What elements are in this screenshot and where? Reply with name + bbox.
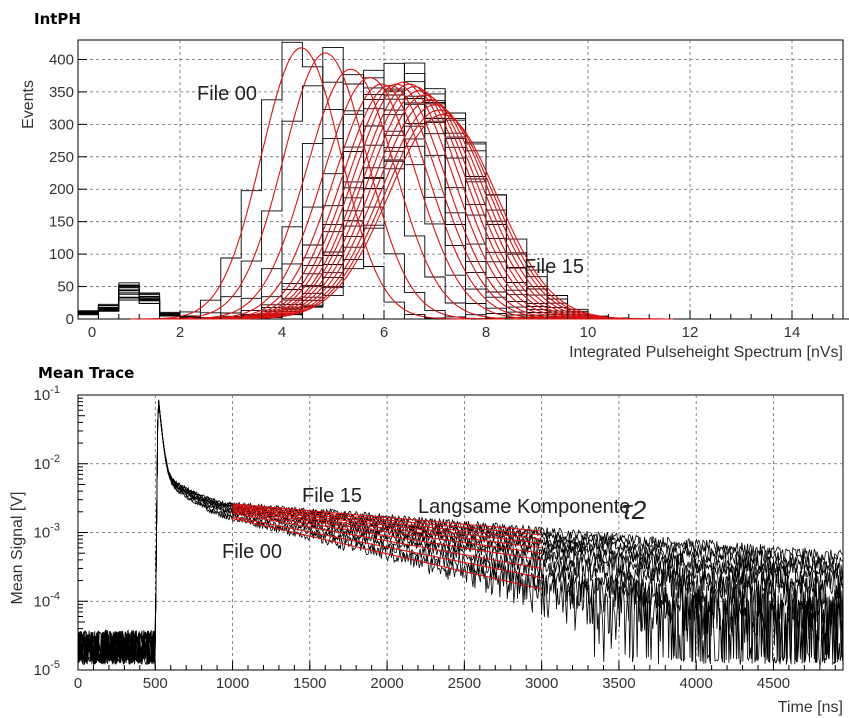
chart2-x-tick-label: 0	[74, 675, 82, 692]
chart2-fit-lines	[232, 503, 542, 590]
chart2-trace-3	[77, 401, 844, 665]
chart1-x-tick-label: 14	[784, 324, 801, 341]
chart2-fit-line-0	[232, 503, 542, 532]
chart2-y-tick-label: 10-1	[34, 384, 60, 404]
chart2-x-tick-label: 3500	[602, 675, 635, 692]
chart1-y-tick-label: 100	[49, 246, 74, 263]
chart2-fit-line-8	[232, 516, 542, 579]
chart1-fit-10	[198, 90, 641, 320]
chart1-annotation-file00: File 00	[197, 83, 257, 105]
chart1-x-tick-label: 2	[176, 324, 184, 341]
chart2-annotation-file15: File 15	[302, 485, 362, 507]
chart2-annotation-file00: File 00	[222, 541, 282, 563]
chart2-annotation-tau2: τ2	[622, 495, 647, 525]
chart2-x-tick-label: 4500	[757, 675, 790, 692]
chart2-ticks: 0 500 1000 1500 2000 2500 3000 3500 4000 4500 10-5…	[34, 384, 836, 692]
chart2-fit-line-4	[232, 508, 542, 549]
chart2-y-tick-label: 10-3	[34, 522, 60, 542]
chart1-fit-12	[204, 99, 655, 320]
chart1-y-tick-label: 200	[49, 181, 74, 198]
chart2-x-tick-label: 2500	[448, 675, 481, 692]
chart2-x-tick-label: 2000	[370, 675, 403, 692]
chart2-x-tick-label: 1000	[216, 675, 249, 692]
chart1-fit-2	[162, 68, 538, 320]
chart2-fit-line-6	[232, 511, 542, 561]
chart1-y-tick-label: 250	[49, 149, 74, 166]
chart1-x-tick-label: 4	[278, 324, 286, 341]
chart2-fit-line-5	[232, 509, 542, 554]
chart2-y-tick-label: 10-2	[34, 453, 60, 473]
chart1-y-tick-label: 350	[49, 84, 74, 101]
chart1-x-axis-label: Integrated Pulseheight Spectrum [nVs]	[569, 344, 843, 361]
chart1-title: IntPH	[34, 10, 81, 28]
chart1-x-tick-label: 10	[580, 324, 597, 341]
chart2-x-tick-label: 4000	[679, 675, 712, 692]
chart1-y-tick-label: 0	[66, 311, 74, 328]
chart2-x-tick-label: 3000	[525, 675, 558, 692]
chart2-x-tick-label: 1500	[293, 675, 326, 692]
chart1-fit-4	[179, 83, 582, 320]
chart2-fit-line-3	[232, 507, 542, 544]
chart1-x-tick-label: 6	[380, 324, 388, 341]
chart2-x-axis-label: Time [ns]	[778, 699, 843, 716]
chart1-y-axis-label: Events	[20, 80, 37, 129]
chart1-x-tick-label: 12	[682, 324, 699, 341]
chart1-ticks: 0 2 4 6 8 10 12 14 0 50 100 150 200 250 300 350 400	[49, 51, 834, 341]
chart1-fit-0	[130, 47, 471, 320]
chart1-y-tick-label: 400	[49, 51, 74, 68]
chart1-x-tick-label: 8	[482, 324, 490, 341]
chart2-fit-line-2	[232, 505, 542, 540]
chart1-fit-5	[184, 84, 597, 320]
chart1-fit-15	[210, 114, 674, 320]
chart2-title: Mean Trace	[38, 364, 134, 382]
chart2-trace-5	[77, 399, 844, 665]
chart1-x-tick-label: 0	[88, 324, 96, 341]
chart2-y-axis-label: Mean Signal [V]	[9, 492, 26, 605]
chart2-fit-line-1	[232, 504, 542, 536]
chart2-trace-7	[77, 401, 844, 665]
chart2-y-tick-label: 10-5	[34, 659, 60, 679]
chart1-annotation-file15: File 15	[524, 256, 584, 278]
chart2-fit-line-9	[232, 517, 542, 590]
chart2-trace-8	[77, 399, 844, 665]
chart2-fit-line-7	[232, 512, 542, 569]
chart1-y-tick-label: 50	[57, 279, 74, 296]
chart2-y-tick-label: 10-4	[34, 590, 60, 610]
chart1-fit-curves	[130, 47, 674, 320]
chart2-trace-9	[77, 401, 844, 666]
chart1-fit-3	[172, 77, 567, 320]
chart1-fit-9	[195, 86, 634, 320]
chart2-annotation-langsame: Langsame Komponente	[418, 496, 630, 518]
chart1-y-tick-label: 300	[49, 116, 74, 133]
chart1-fit-11	[201, 94, 648, 320]
chart2-x-tick-label: 500	[143, 675, 168, 692]
chart1-y-tick-label: 150	[49, 214, 74, 231]
